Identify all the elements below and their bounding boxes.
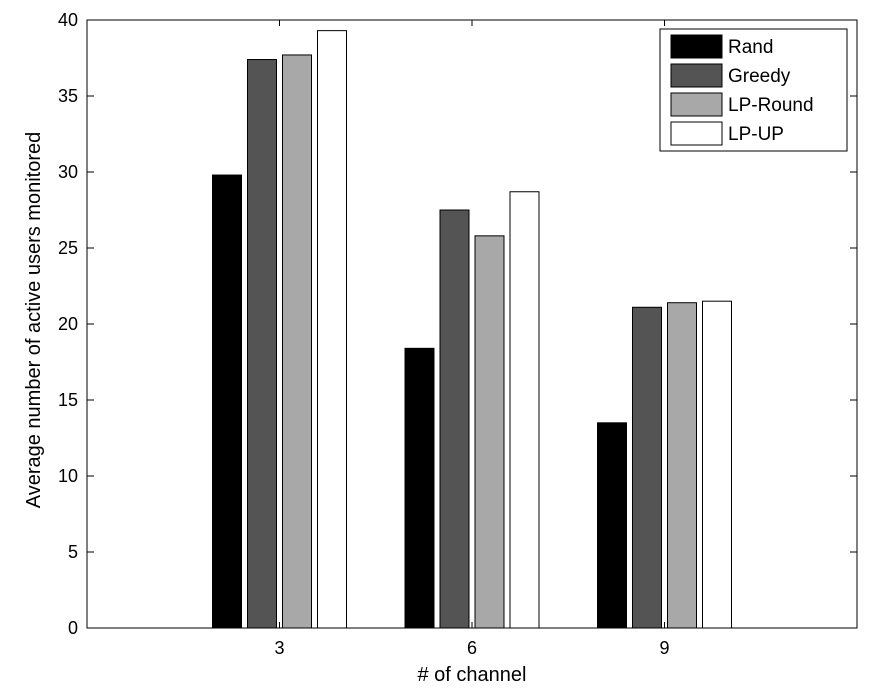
ticks-layer: 3 6 9 0 5 10 15 20 25 30 35 40 (58, 10, 857, 658)
bar-lp-up-ch9 (702, 300, 732, 629)
bar-lp-round-ch3 (282, 54, 312, 629)
legend-label-lp-round: LP-Round (728, 95, 814, 116)
legend-swatch-lp-round (670, 92, 723, 117)
y-axis-label: Average number of active users monitored (23, 132, 45, 509)
x-tick-label-3: 3 (274, 638, 284, 658)
y-tick-label-40: 40 (58, 10, 78, 30)
legend-swatch-greedy (670, 63, 723, 88)
bar-rand-ch6 (404, 347, 435, 629)
bar-rand-ch9 (597, 422, 627, 629)
y-tick-label-10: 10 (58, 466, 78, 486)
x-tick-label-6: 6 (467, 638, 477, 658)
y-tick-label-25: 25 (58, 238, 78, 258)
x-axis-label: # of channel (418, 664, 527, 686)
bar-lp-round-ch9 (667, 302, 697, 629)
legend-swatch-rand (670, 34, 723, 59)
bar-greedy-ch3 (247, 59, 277, 629)
bar-rand-ch3 (212, 174, 242, 629)
y-tick-label-5: 5 (68, 542, 78, 562)
bar-lp-up-ch3 (317, 30, 347, 629)
y-tick-label-35: 35 (58, 86, 78, 106)
x-tick-label-9: 9 (659, 638, 669, 658)
y-tick-label-20: 20 (58, 314, 78, 334)
bar-greedy-ch6 (439, 209, 470, 629)
legend-label-greedy: Greedy (728, 66, 791, 87)
legend-swatch-lp-up (670, 121, 723, 146)
y-tick-label-0: 0 (68, 618, 78, 638)
bar-lp-round-ch6 (474, 235, 505, 629)
y-tick-label-30: 30 (58, 162, 78, 182)
legend-label-rand: Rand (728, 37, 773, 58)
y-tick-label-15: 15 (58, 390, 78, 410)
bars-layer (212, 30, 732, 629)
legend: Rand Greedy LP-Round LP-UP (659, 28, 848, 152)
bar-greedy-ch9 (632, 306, 662, 629)
legend-label-lp-up: LP-UP (728, 124, 784, 145)
bar-lp-up-ch6 (509, 191, 540, 629)
